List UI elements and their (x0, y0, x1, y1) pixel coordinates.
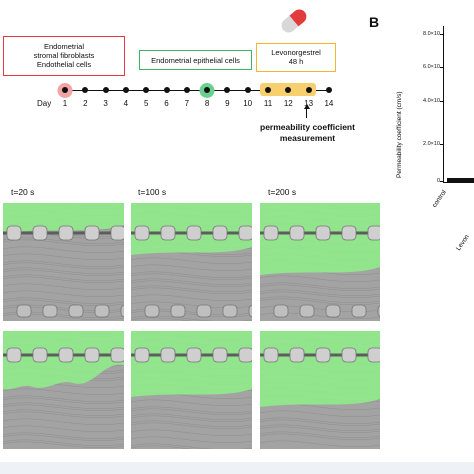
y-axis (443, 26, 444, 183)
cell-types-box: Endometrial stromal fibroblasts Endothel… (3, 36, 125, 76)
day-number: 10 (243, 99, 253, 108)
time-label-100s: t=100 s (138, 187, 167, 197)
y-tick-label: 0 (436, 178, 440, 184)
y-axis-label: Permeability coefficient (cm/s) (396, 91, 403, 178)
timeline-dot (285, 87, 292, 93)
day-number: 1 (62, 99, 68, 108)
x-tick-control: control (431, 189, 448, 210)
timeline-dot (204, 87, 211, 93)
epithelial-box: Endometrial epithelial cells (139, 50, 252, 70)
pill-icon (281, 9, 307, 33)
measurement-note: permeability coefficient measurement (250, 122, 365, 144)
y-tick-mark (440, 101, 443, 102)
timeline-axis (65, 89, 330, 91)
day-number: 7 (184, 99, 190, 108)
timeline-dot (163, 87, 170, 93)
microscopy-panel (131, 203, 252, 321)
day-number: 4 (123, 99, 129, 108)
time-label-20s: t=20 s (11, 187, 35, 197)
timeline-dot (244, 87, 251, 93)
bottom-divider (0, 462, 474, 474)
x-tick-levon: Levon (455, 233, 471, 253)
box-line: 48 h (288, 57, 304, 66)
bar-control (447, 178, 474, 182)
timeline-dot (143, 87, 150, 93)
timeline-dot (62, 87, 68, 93)
y-tick-label: 8.0×10 (423, 31, 440, 37)
timeline-dot (325, 87, 332, 93)
y-tick-mark (440, 67, 443, 68)
day-number: 11 (263, 99, 273, 108)
panel-b-label: B (369, 14, 380, 30)
note-line: permeability coefficient (260, 122, 355, 132)
microscopy-panel (131, 331, 252, 449)
measurement-arrowhead (303, 104, 310, 109)
day-number: 12 (283, 99, 293, 108)
measurement-arrow (306, 106, 307, 118)
day-number: 5 (143, 99, 149, 108)
day-label: Day (37, 99, 52, 108)
microscopy-panel (260, 203, 380, 321)
day-number: 8 (204, 99, 210, 108)
box-line: Endothelial cells (36, 60, 92, 69)
x-axis (443, 182, 474, 183)
y-tick-mark (440, 181, 443, 182)
microscopy-panel (260, 331, 380, 449)
day-number: 14 (324, 99, 334, 108)
day-number: 13 (304, 99, 314, 108)
y-tick-label: 4.0×10 (423, 98, 440, 104)
levonorgestrel-box: Levonorgestrel 48 h (256, 43, 336, 72)
time-label-200s: t=200 s (268, 187, 297, 197)
y-tick-label: 2.0×10 (423, 141, 440, 147)
day-number: 6 (164, 99, 169, 108)
day-number: 2 (83, 99, 88, 108)
y-tick-mark (440, 144, 443, 145)
timeline-dot (305, 87, 312, 93)
timeline-dot (265, 87, 271, 93)
microscopy-panel (3, 203, 124, 321)
microscopy-panel (3, 331, 124, 449)
day-number: 3 (103, 99, 108, 108)
timeline-dot (224, 87, 231, 93)
timeline-dot (183, 87, 190, 93)
timeline-dot (82, 87, 89, 93)
note-line: measurement (279, 133, 336, 143)
timeline-dot (102, 87, 109, 93)
box-line: stromal fibroblasts (33, 51, 95, 60)
day-number: 9 (225, 99, 230, 108)
y-tick-label: 6.0×10 (423, 64, 440, 70)
y-tick-mark (440, 34, 443, 35)
timeline-dot (122, 87, 129, 93)
box-line: Endometrial epithelial cells (151, 56, 240, 65)
box-line: Endometrial (43, 42, 85, 51)
box-line: Levonorgestrel (271, 48, 321, 57)
